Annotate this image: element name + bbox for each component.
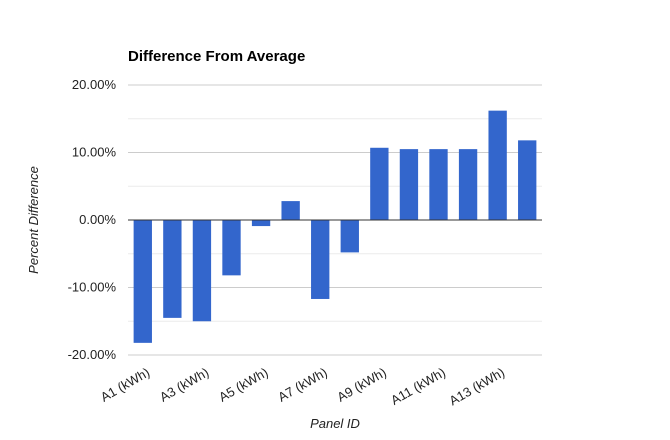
bar-a3 — [192, 220, 212, 322]
y-axis-ticks: 20.00% 10.00% 0.00% -10.00% -20.00% — [68, 77, 117, 362]
y-tick-label: -20.00% — [68, 347, 117, 362]
bars — [133, 110, 537, 343]
y-tick-label: 0.00% — [79, 212, 116, 227]
chart-title: Difference From Average — [128, 48, 305, 65]
y-tick-label: -10.00% — [68, 280, 117, 295]
bar-a6 — [281, 201, 300, 220]
bar-a8 — [340, 220, 359, 253]
bar-a5 — [251, 220, 271, 227]
bar-a7 — [311, 220, 330, 299]
bar-a13 — [488, 110, 507, 220]
y-tick-label: 10.00% — [72, 145, 117, 160]
bar-a1 — [133, 220, 152, 343]
bar-a9 — [370, 147, 389, 220]
x-tick-label: A5 (kWh) — [216, 365, 270, 405]
x-tick-label: A3 (kWh) — [157, 365, 211, 405]
bar-a12 — [458, 149, 478, 220]
bar-a4 — [222, 220, 241, 276]
x-tick-label: A11 (kWh) — [388, 365, 448, 408]
bar-a2 — [163, 220, 182, 318]
x-axis-ticks: A1 (kWh) A3 (kWh) A5 (kWh) A7 (kWh) A9 (kWh)… — [98, 365, 507, 409]
x-tick-label: A9 (kWh) — [334, 365, 388, 405]
y-axis-label: Percent Difference — [26, 166, 41, 274]
y-tick-label: 20.00% — [72, 77, 117, 92]
x-tick-label: A7 (kWh) — [275, 365, 329, 405]
bar-a11 — [429, 149, 448, 220]
x-tick-label: A13 (kWh) — [446, 365, 507, 409]
x-tick-label: A1 (kWh) — [98, 365, 152, 405]
x-axis-label: Panel ID — [310, 416, 360, 431]
bar-a10 — [399, 149, 419, 220]
bar-a14 — [518, 140, 537, 220]
